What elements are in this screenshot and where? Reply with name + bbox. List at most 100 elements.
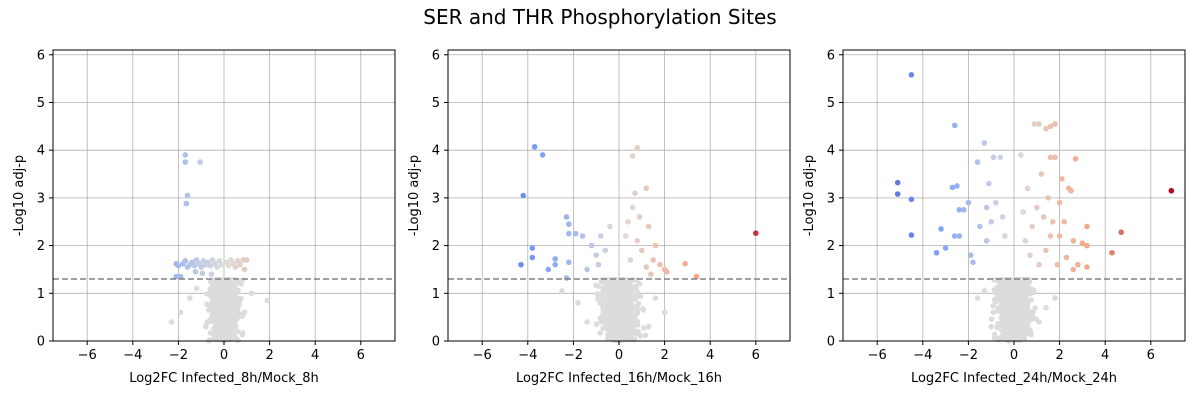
data-point-nonsignificant <box>208 278 214 285</box>
data-point-significant <box>1109 249 1115 256</box>
data-point-significant <box>1036 261 1042 268</box>
x-tick-label: 0 <box>615 348 623 363</box>
data-point-significant <box>1056 233 1063 239</box>
data-point-nonsignificant <box>1003 335 1009 341</box>
data-point-significant <box>990 154 997 161</box>
y-tick-label: 3 <box>827 191 835 206</box>
data-point-significant <box>643 264 650 270</box>
data-point-nonsignificant <box>614 306 621 313</box>
data-point-nonsignificant <box>634 306 641 313</box>
data-point-nonsignificant <box>630 321 636 328</box>
data-point-significant <box>579 233 586 239</box>
data-point-significant <box>539 152 546 158</box>
data-point-nonsignificant <box>584 319 590 325</box>
data-point-significant <box>552 256 558 262</box>
y-tick-label: 1 <box>827 287 835 302</box>
y-axis-label: -Log10 adj-p <box>12 155 27 236</box>
data-point-significant <box>602 247 609 254</box>
data-point-significant <box>566 221 572 227</box>
data-point-significant <box>173 273 179 280</box>
data-point-nonsignificant <box>1032 305 1038 312</box>
data-point-significant <box>908 196 915 203</box>
data-point-significant <box>997 154 1004 161</box>
data-point-nonsignificant <box>177 309 184 316</box>
data-point-nonsignificant <box>1011 296 1017 302</box>
data-point-nonsignificant <box>597 330 604 336</box>
data-point-nonsignificant <box>232 277 239 283</box>
data-point-significant <box>1049 218 1056 225</box>
data-point-significant <box>908 72 915 78</box>
data-point-significant <box>597 233 604 239</box>
data-point-nonsignificant <box>224 330 231 337</box>
x-tick-label: 2 <box>265 348 273 363</box>
y-tick-label: 0 <box>827 335 835 350</box>
data-point-significant <box>192 269 199 275</box>
data-point-nonsignificant <box>600 279 606 285</box>
data-point-significant <box>636 214 643 220</box>
data-point-significant <box>1070 266 1077 273</box>
y-tick-label: 1 <box>432 287 440 302</box>
x-tick-label: 4 <box>706 348 714 363</box>
data-point-significant <box>198 264 204 270</box>
data-point-nonsignificant <box>642 332 649 339</box>
data-point-significant <box>182 258 189 264</box>
data-point-nonsignificant <box>598 299 604 305</box>
data-point-significant <box>1047 154 1054 161</box>
y-tick-label: 2 <box>432 239 440 254</box>
data-point-significant <box>954 183 960 189</box>
data-point-nonsignificant <box>628 289 634 295</box>
data-point-significant <box>632 190 638 196</box>
data-point-nonsignificant <box>1003 328 1010 334</box>
x-tick-label: 2 <box>1055 348 1063 363</box>
y-tick-label: 2 <box>827 239 835 254</box>
data-point-significant <box>566 259 572 266</box>
y-tick-label: 5 <box>432 96 440 111</box>
data-point-significant <box>1084 242 1090 249</box>
data-point-nonsignificant <box>211 330 217 337</box>
data-point-significant <box>942 245 949 251</box>
data-point-significant <box>1047 123 1054 130</box>
data-point-nonsignificant <box>1008 280 1014 287</box>
data-point-nonsignificant <box>217 282 224 289</box>
data-point-nonsignificant <box>634 302 641 309</box>
data-point-nonsignificant <box>1013 318 1019 325</box>
data-point-nonsignificant <box>1028 297 1034 303</box>
data-point-nonsignificant <box>211 325 217 332</box>
data-point-nonsignificant <box>223 323 230 330</box>
data-point-nonsignificant <box>999 313 1006 320</box>
data-point-nonsignificant <box>1002 294 1009 301</box>
data-point-significant <box>1045 195 1051 201</box>
data-point-significant <box>232 264 239 270</box>
data-point-nonsignificant <box>1015 280 1021 287</box>
data-point-significant <box>244 257 250 263</box>
data-point-significant <box>682 260 688 267</box>
data-point-nonsignificant <box>575 300 581 306</box>
data-point-nonsignificant <box>636 280 643 287</box>
data-point-nonsignificant <box>212 289 219 295</box>
data-point-nonsignificant <box>559 288 565 294</box>
data-point-significant <box>1075 261 1081 268</box>
data-point-significant <box>956 207 963 213</box>
data-point-nonsignificant <box>617 296 623 302</box>
data-point-nonsignificant <box>625 302 632 308</box>
data-point-nonsignificant <box>622 314 628 320</box>
data-point-significant <box>1047 233 1054 239</box>
data-point-significant <box>1043 247 1049 254</box>
data-point-significant <box>1020 209 1026 215</box>
data-point-significant <box>627 257 634 263</box>
data-point-significant <box>1031 121 1038 127</box>
data-point-significant <box>961 207 967 213</box>
data-point-nonsignificant <box>634 318 640 325</box>
data-point-nonsignificant <box>631 327 637 333</box>
data-point-nonsignificant <box>1010 290 1017 296</box>
data-point-nonsignificant <box>1017 299 1023 306</box>
data-point-nonsignificant <box>1012 313 1018 320</box>
data-point-significant <box>1052 121 1058 127</box>
data-point-significant <box>1043 125 1049 132</box>
panel-8h: −6 −4 −2 0 2 4 6 0 1 2 3 4 5 6 Log2FC Infected_8h/Mock… <box>12 48 396 386</box>
data-point-nonsignificant <box>606 331 612 337</box>
y-tick-label: 3 <box>432 191 440 206</box>
data-point-nonsignificant <box>223 277 229 283</box>
points-group <box>518 144 759 344</box>
x-axis-label: Log2FC Infected_8h/Mock_8h <box>129 371 319 386</box>
